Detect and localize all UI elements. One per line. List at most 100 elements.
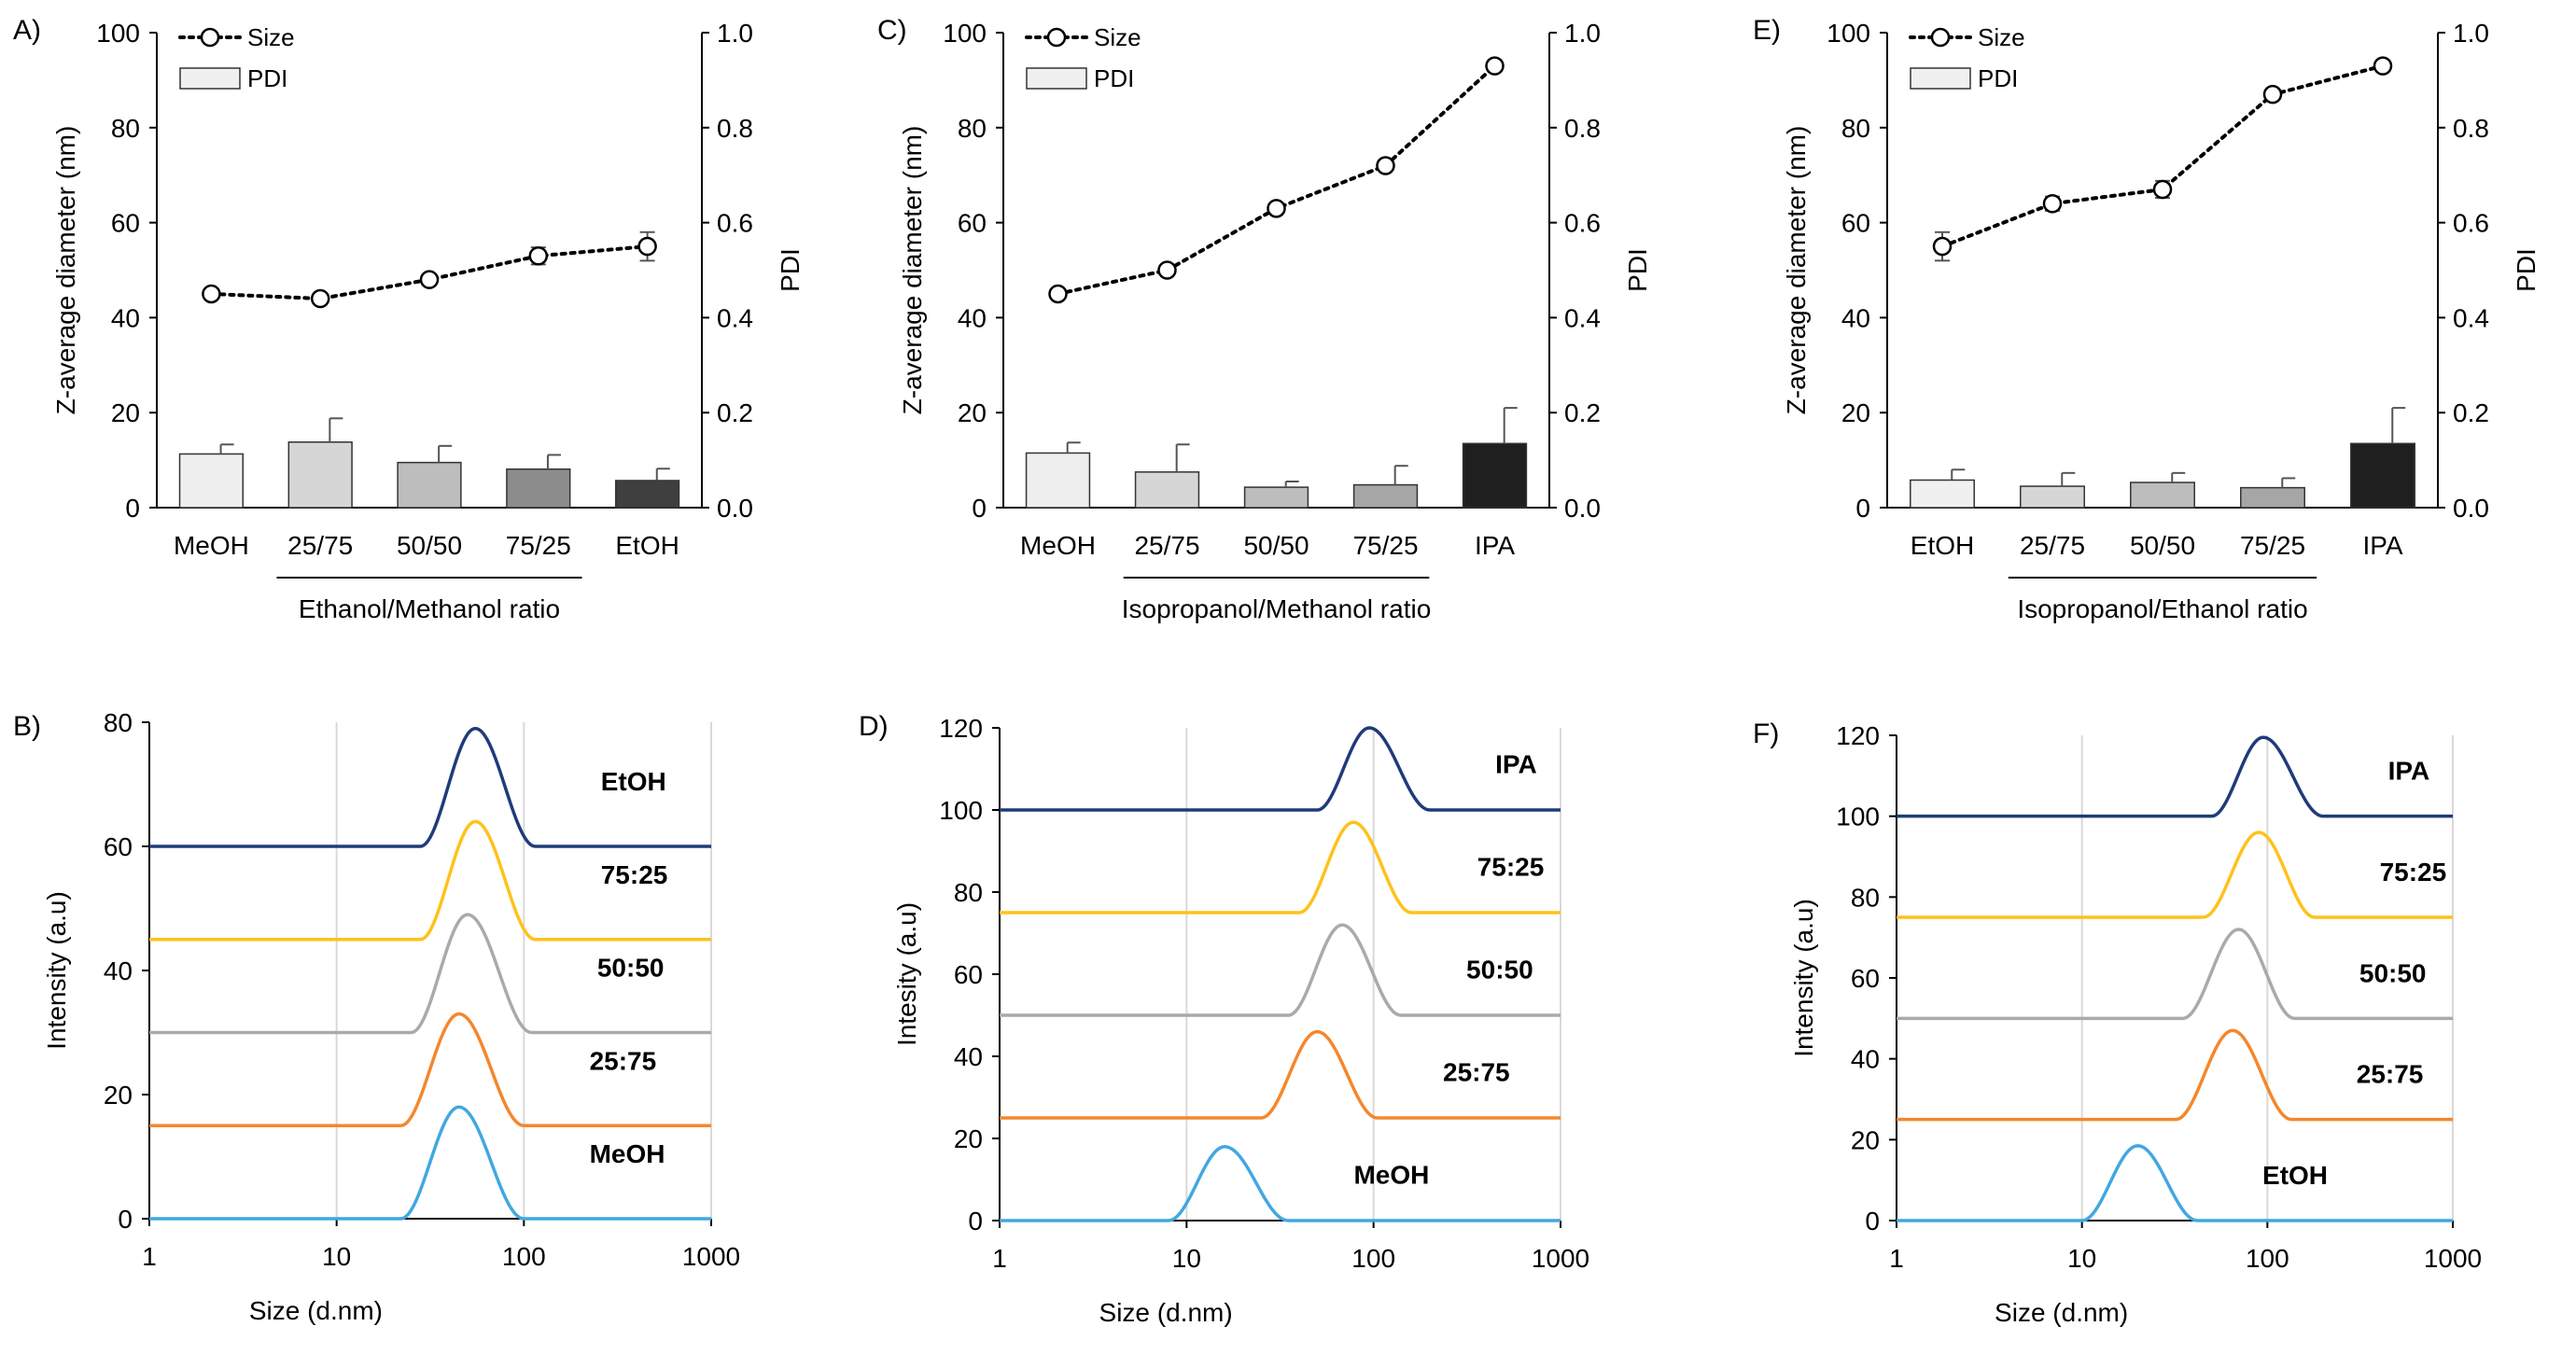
y-axis-title: Intesity (a.u) [892,902,921,1046]
series-label: 50:50 [1466,955,1533,984]
x-axis-title: Isopropanol/Methanol ratio [1122,594,1432,623]
y-tick-label: 80 [111,114,140,143]
y-axis-title: Z-average diameter (nm) [1782,126,1811,415]
x-tick-label: 10 [1172,1244,1201,1273]
x-axis-title: Size (d.nm) [1099,1298,1233,1327]
size-point [1267,199,1286,218]
series-line [149,913,711,1035]
y2-axis-title: PDI [1623,248,1652,292]
y-tick-label: 100 [96,19,140,48]
y-tick-label: 40 [104,956,133,985]
series-line [1000,820,1561,914]
size-point [1376,156,1395,175]
y-tick-label: 40 [1851,1045,1880,1074]
legend-size-label: Size [1094,23,1141,51]
legend-pdi-label: PDI [247,64,287,92]
pdi-bar [1243,486,1309,509]
series-line [1897,1028,2453,1122]
x-tick-label: 1000 [682,1242,740,1271]
legend-size-label: Size [247,23,295,51]
pdi-bar [1352,483,1419,509]
y2-tick-label: 1.0 [717,19,753,48]
series-line [1897,831,2453,919]
series-line [1897,1144,2453,1222]
y-tick-label: 100 [1836,803,1880,831]
x-category-label: 25/75 [2020,531,2085,560]
pdi-bar [2350,442,2415,509]
series-label: EtOH [601,767,666,796]
x-category-label: IPA [2362,531,2402,560]
series-label: 75:25 [2380,858,2447,886]
series-line [149,819,711,942]
size-point [2152,179,2173,200]
x-tick-label: 100 [2246,1244,2289,1273]
pdi-bar [1910,479,1975,509]
legend-size-marker [1930,27,1951,48]
x-tick-label: 100 [502,1242,546,1271]
pdi-bar [2240,486,2305,509]
y2-tick-label: 0.4 [2453,303,2489,332]
y-tick-label: 100 [939,796,983,825]
y-tick-label: 0 [125,494,140,523]
panel-label: D) [859,711,889,742]
x-category-label: 50/50 [397,531,462,560]
x-category-label: 50/50 [1243,531,1309,560]
y2-tick-label: 0.4 [1564,303,1601,332]
y-tick-label: 80 [954,878,983,907]
y-tick-label: 100 [1827,19,1870,48]
y-tick-label: 0 [968,1207,983,1235]
y-tick-label: 80 [104,708,133,737]
y2-tick-label: 0.8 [2453,114,2489,143]
series-line [149,1012,711,1127]
pdi-bar [397,461,462,509]
y-tick-label: 0 [118,1205,133,1234]
panel-label: E) [1753,15,1781,46]
legend-pdi-label: PDI [1094,64,1134,92]
y-tick-label: 0 [1865,1207,1880,1235]
y-tick-label: 100 [943,19,987,48]
panel-label: B) [13,711,41,742]
panel-label: F) [1753,719,1779,749]
y-tick-label: 80 [1841,114,1870,143]
size-point [637,236,657,257]
y-axis-title: Intensity (a.u) [1789,899,1818,1057]
x-tick-label: 1000 [2424,1244,2482,1273]
series-line [1897,928,2453,1021]
x-category-label: 50/50 [2130,531,2195,560]
x-tick-label: 100 [1351,1244,1395,1273]
y-tick-label: 120 [1836,721,1880,750]
y2-tick-label: 0.8 [717,114,753,143]
y-tick-label: 60 [958,209,987,238]
y-tick-label: 40 [958,303,987,332]
series-label: 25:75 [1443,1057,1510,1086]
panel-B: B) 0 20 40 60 80 1 10 100 1000 Intensity (a.u) Size… [13,708,740,1325]
x-category-label: EtOH [1911,531,1974,560]
y-tick-label: 0 [972,494,987,523]
x-category-label: 75/25 [506,531,571,560]
size-line [1056,63,1497,296]
x-tick-label: 1000 [1532,1244,1589,1273]
y2-tick-label: 0.0 [1564,494,1601,523]
pdi-bar [2020,485,2085,509]
y2-tick-label: 1.0 [1564,19,1601,48]
series-label: 50:50 [597,954,665,983]
y-tick-label: 20 [1841,398,1870,427]
series-line [149,726,711,848]
y-axis-title: Z-average diameter (nm) [51,126,80,415]
x-category-label: IPA [1475,531,1515,560]
y2-tick-label: 0.6 [717,209,753,238]
size-point [1932,236,1953,257]
y2-axis-title: PDI [2512,248,2541,292]
y-tick-label: 60 [1851,964,1880,993]
y2-tick-label: 1.0 [2453,19,2489,48]
y-tick-label: 60 [111,209,140,238]
x-category-label: 75/25 [2240,531,2305,560]
x-category-label: 25/75 [1134,531,1199,560]
y-axis-title: Z-average diameter (nm) [898,126,927,415]
x-axis-title: Isopropanol/Ethanol ratio [2017,594,2307,623]
y-tick-label: 120 [939,714,983,743]
size-point [2042,193,2063,214]
